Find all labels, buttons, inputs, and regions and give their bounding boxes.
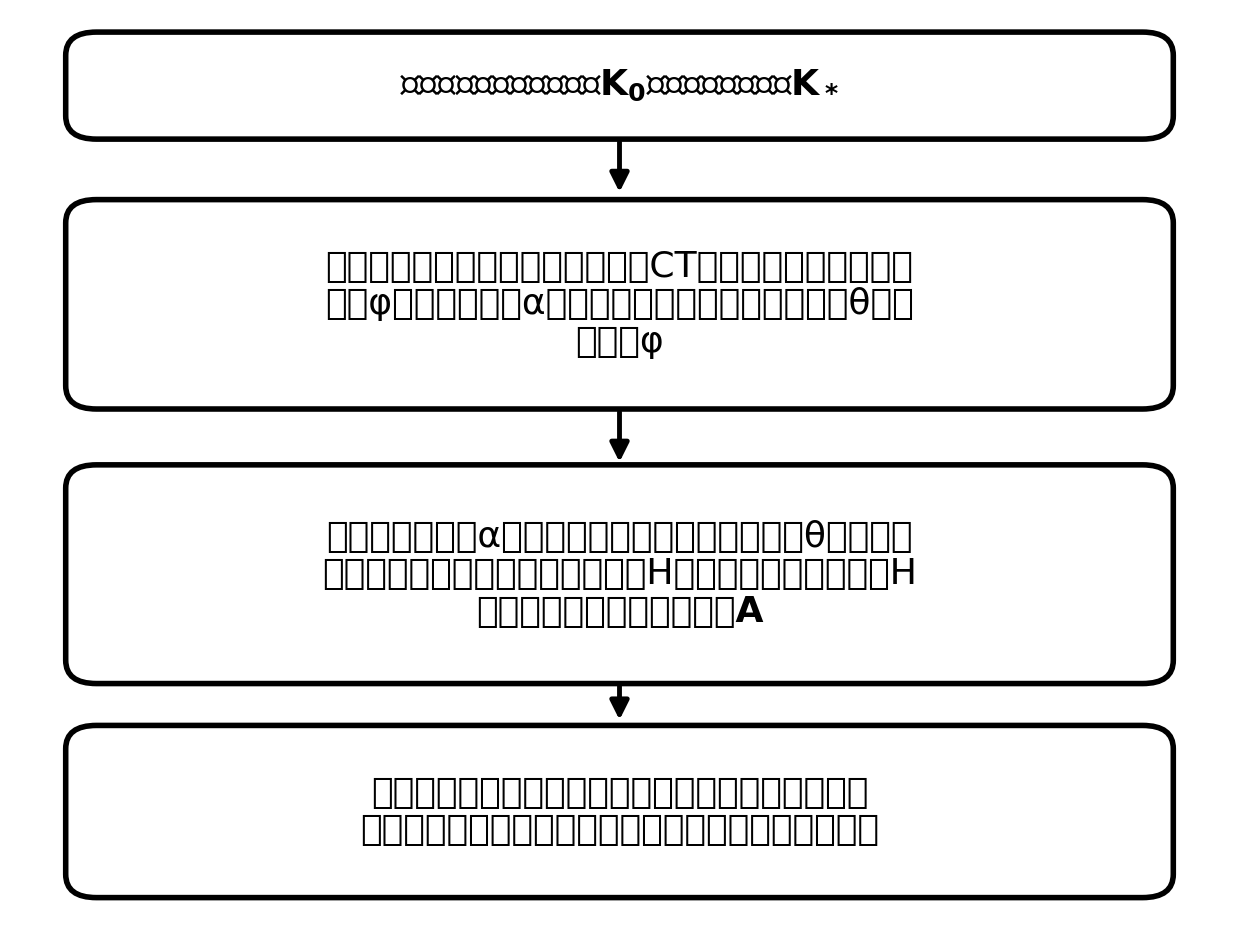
Text: 通过裂缝纵横比α和裂缝与背景各向同性面的夹角θ表征裂缝: 通过裂缝纵横比α和裂缝与背景各向同性面的夹角θ表征裂缝 <box>326 520 913 554</box>
Text: 形状，并获得取向的裂缝形状张量H，并根据裂缝形状张量H: 形状，并获得取向的裂缝形状张量H，并根据裂缝形状张量H <box>322 557 917 592</box>
Text: 岩石电导率张量，根据电导率张量获取岩石的电导率。: 岩石电导率张量，根据电导率张量获取岩石的电导率。 <box>361 813 878 847</box>
FancyBboxPatch shape <box>66 32 1173 139</box>
FancyBboxPatch shape <box>66 200 1173 409</box>
Text: 基于电学滑动理论获得旋转偈斜裂缝的横向各向同性: 基于电学滑动理论获得旋转偈斜裂缝的横向各向同性 <box>370 776 869 809</box>
Text: 对含裂缝的横向各向同性岩石进行CT扫描，获得裂缝的体积: 对含裂缝的横向各向同性岩石进行CT扫描，获得裂缝的体积 <box>326 250 913 284</box>
Text: 获得背景岩石电导率张量$\bf{K_0}$和裂缝电导率张量$\bf{K_*}$: 获得背景岩石电导率张量$\bf{K_0}$和裂缝电导率张量$\bf{K_*}$ <box>400 68 839 103</box>
Text: 含量φ、裂缝纵横比α、裂缝与背景各向同性面的夹角θ以及: 含量φ、裂缝纵横比α、裂缝与背景各向同性面的夹角θ以及 <box>325 287 914 321</box>
FancyBboxPatch shape <box>66 726 1173 898</box>
FancyBboxPatch shape <box>66 465 1173 684</box>
Text: 计算裂缝的电导率贡献张量A: 计算裂缝的电导率贡献张量A <box>476 594 763 628</box>
Text: 旋转角φ: 旋转角φ <box>575 325 664 359</box>
